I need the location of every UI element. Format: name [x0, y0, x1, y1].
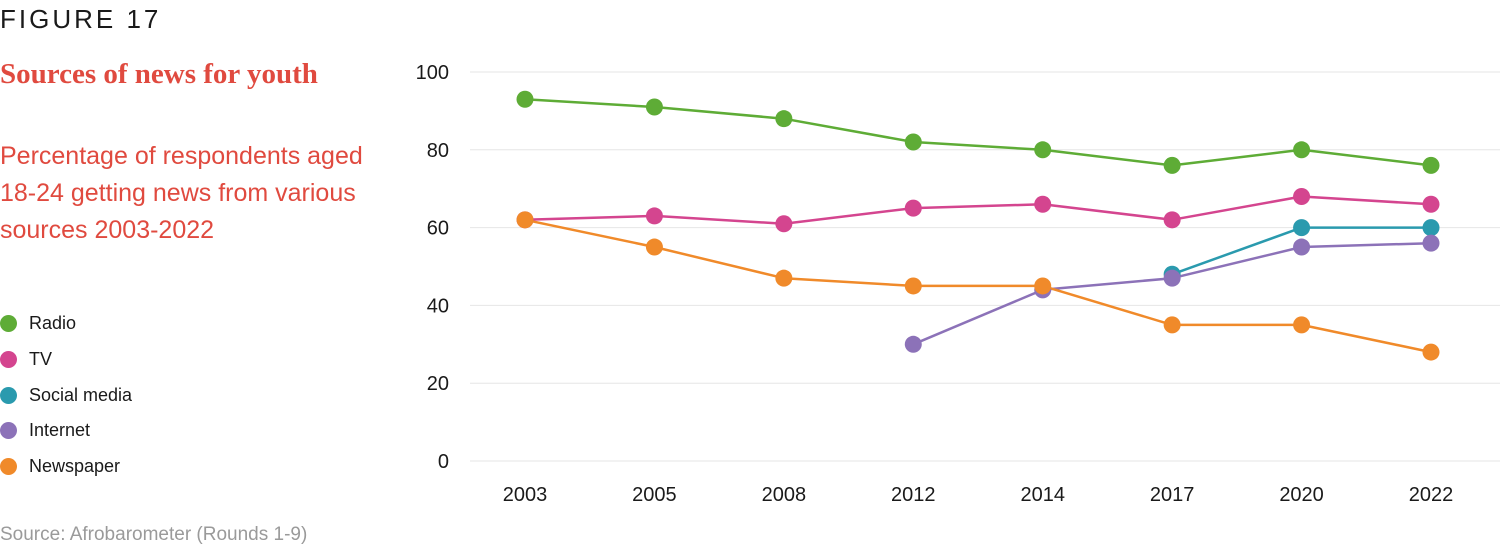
point-newspaper-2020 — [1293, 316, 1311, 334]
source-note: Source: Afrobarometer (Rounds 1-9) — [0, 524, 308, 545]
x-tick-label-2003: 2003 — [503, 484, 548, 506]
legend-swatch-newspaper — [0, 458, 17, 476]
legend-swatch-social-media — [0, 386, 17, 404]
legend-swatch-internet — [0, 422, 17, 440]
chart-title: Sources of news for youth — [0, 58, 318, 90]
point-newspaper-2008 — [775, 269, 793, 287]
point-internet-2022 — [1422, 234, 1440, 252]
point-tv-2017 — [1163, 211, 1181, 229]
series-line-newspaper — [524, 218, 1432, 354]
x-tick-label-2012: 2012 — [891, 484, 936, 506]
point-social-media-2022 — [1422, 219, 1440, 237]
legend-label-internet: Internet — [29, 420, 91, 441]
legend-item-radio: Radio — [0, 306, 132, 342]
legend-label-radio: Radio — [29, 313, 77, 334]
legend-item-newspaper: Newspaper — [0, 449, 132, 485]
point-tv-2020 — [1293, 187, 1311, 205]
point-internet-2017 — [1163, 269, 1181, 287]
legend-item-social-media: Social media — [0, 377, 132, 413]
y-tick-label-20: 20 — [427, 373, 449, 395]
y-tick-label-0: 0 — [438, 451, 449, 473]
series-line-tv — [524, 195, 1432, 225]
point-tv-2022 — [1422, 195, 1440, 213]
x-tick-label-2022: 2022 — [1409, 484, 1454, 506]
x-tick-label-2020: 2020 — [1279, 484, 1324, 506]
x-tick-label-2017: 2017 — [1150, 484, 1195, 506]
point-radio-2017 — [1163, 156, 1181, 174]
legend-label-tv: TV — [29, 349, 53, 370]
point-tv-2005 — [645, 207, 663, 225]
point-radio-2003 — [516, 90, 534, 108]
legend-label-newspaper: Newspaper — [29, 456, 121, 477]
point-newspaper-2005 — [645, 238, 663, 256]
x-tick-label-2005: 2005 — [632, 484, 677, 506]
point-radio-2012 — [904, 133, 922, 151]
point-radio-2020 — [1293, 141, 1311, 159]
point-newspaper-2003 — [516, 211, 534, 229]
point-radio-2022 — [1422, 156, 1440, 174]
legend-item-internet: Internet — [0, 413, 132, 449]
series-line-radio — [524, 97, 1432, 167]
point-radio-2005 — [645, 98, 663, 116]
y-tick-label-100: 100 — [416, 62, 449, 84]
x-tick-label-2008: 2008 — [762, 484, 807, 506]
legend-item-tv: TV — [0, 342, 132, 378]
chart-subtitle: Percentage of respondents aged 18-24 get… — [0, 142, 363, 244]
x-tick-label-2014: 2014 — [1020, 484, 1065, 506]
point-internet-2020 — [1293, 238, 1311, 256]
point-radio-2008 — [775, 110, 793, 128]
legend-swatch-radio — [0, 315, 17, 333]
point-newspaper-2014 — [1034, 277, 1052, 295]
point-internet-2012 — [904, 335, 922, 353]
chart-legend: Radio TV Social media Internet Newspaper — [0, 306, 132, 484]
legend-swatch-tv — [0, 351, 17, 369]
point-newspaper-2012 — [904, 277, 922, 295]
point-newspaper-2017 — [1163, 316, 1181, 334]
point-tv-2014 — [1034, 195, 1052, 213]
y-tick-label-40: 40 — [427, 295, 449, 317]
point-radio-2014 — [1034, 141, 1052, 159]
figure-label: FIGURE 17 — [0, 4, 162, 34]
y-tick-label-60: 60 — [427, 218, 449, 240]
legend-label-social-media: Social media — [29, 384, 133, 405]
point-social-media-2020 — [1293, 219, 1311, 237]
point-tv-2008 — [775, 215, 793, 233]
y-tick-label-80: 80 — [427, 140, 449, 162]
point-tv-2012 — [904, 199, 922, 217]
point-newspaper-2022 — [1422, 343, 1440, 361]
